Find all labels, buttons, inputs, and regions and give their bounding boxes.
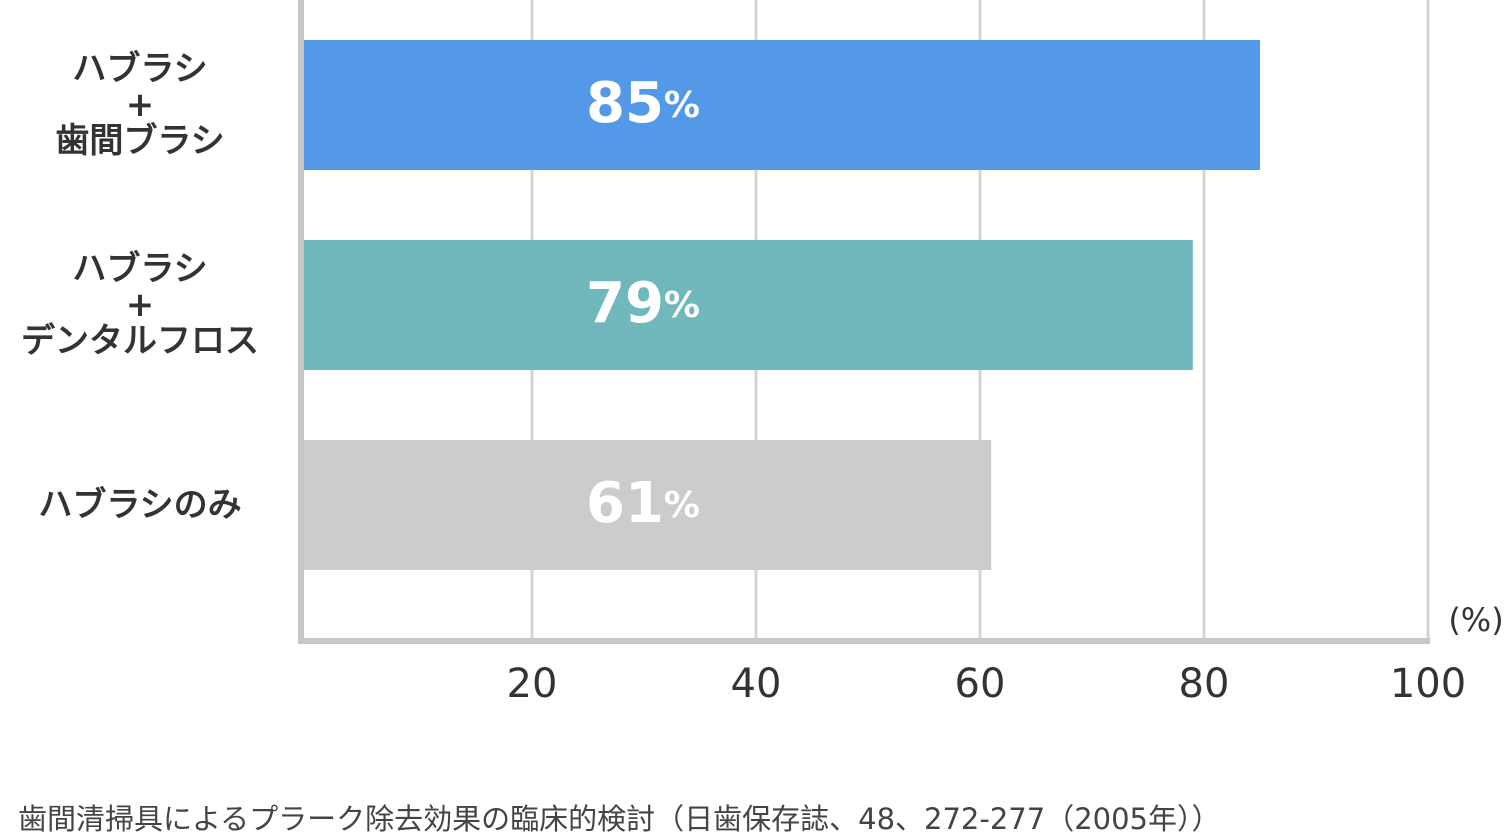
x-tick-label: 40: [731, 661, 782, 707]
x-axis-label: (%): [1448, 601, 1503, 639]
x-tick-label: 100: [1390, 661, 1466, 707]
bar: [304, 440, 992, 570]
bar: [304, 240, 1193, 370]
source-note: 歯間清掃具によるプラーク除去効果の臨床的検討（日歯保存誌、48、272-277（…: [18, 802, 1221, 836]
value-label: 79%: [586, 271, 700, 336]
value-label: 85%: [586, 71, 700, 136]
x-tick-label: 20: [507, 661, 558, 707]
value-label: 61%: [586, 471, 700, 536]
y-tick-label: ハブラシ + デンタルフロス: [21, 249, 259, 361]
bar: [304, 40, 1260, 170]
y-tick-label: ハブラシ + 歯間ブラシ: [55, 49, 225, 161]
x-tick-label: 60: [955, 661, 1006, 707]
x-tick-label: 80: [1179, 661, 1230, 707]
y-tick-label: ハブラシのみ: [38, 485, 242, 525]
